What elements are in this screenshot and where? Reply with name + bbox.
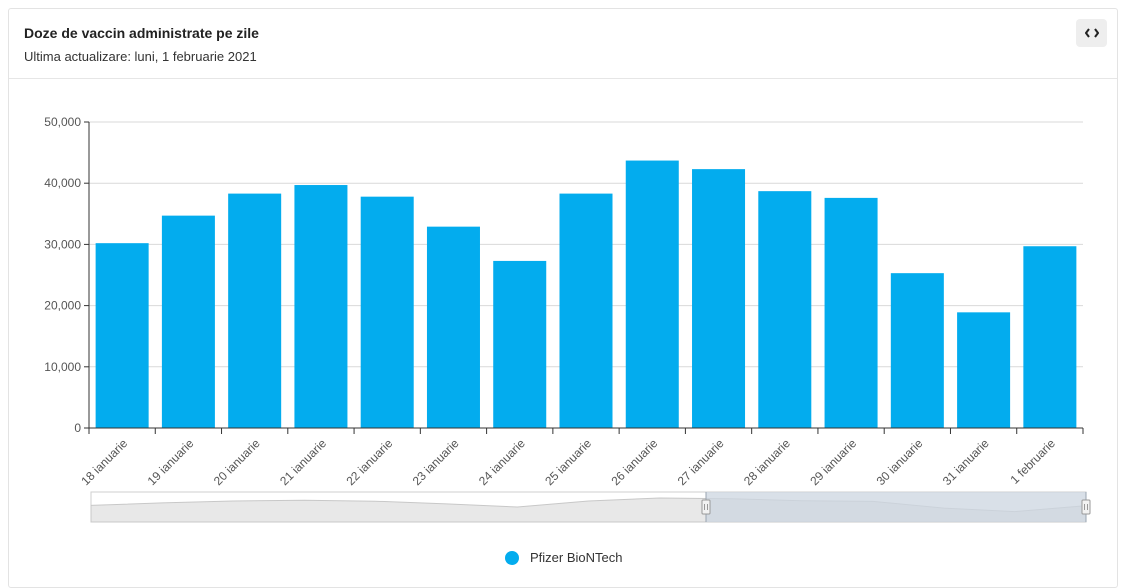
bar[interactable] — [228, 193, 282, 428]
bar[interactable] — [559, 193, 613, 428]
x-tick-label: 23 ianuarie — [410, 436, 462, 488]
legend-label: Pfizer BioNTech — [530, 550, 623, 565]
chart-title: Doze de vaccin administrate pe zile — [24, 25, 259, 41]
embed-code-button[interactable] — [1076, 19, 1107, 47]
bar[interactable] — [493, 260, 547, 428]
bar[interactable] — [161, 215, 215, 428]
bar-chart: 0 10,000 20,000 30,000 40,000 50,000 18 ianuar… — [44, 115, 1091, 523]
x-tick-label: 29 ianuarie — [807, 436, 859, 488]
legend-marker — [505, 550, 519, 565]
x-tick-label: 22 ianuarie — [343, 436, 395, 488]
bar[interactable] — [426, 226, 480, 428]
bar[interactable] — [957, 312, 1011, 428]
bar[interactable] — [95, 243, 149, 428]
y-tick-label: 10,000 — [44, 360, 81, 374]
x-tick-label: 1 februarie — [1008, 436, 1059, 487]
y-tick-label: 20,000 — [44, 299, 81, 313]
bar[interactable] — [824, 197, 878, 428]
x-tick-label: 18 ianuarie — [78, 436, 130, 488]
bar[interactable] — [360, 196, 414, 428]
x-tick-label: 28 ianuarie — [741, 436, 793, 488]
y-tick-label: 0 — [74, 421, 81, 435]
navigator-handle-right[interactable] — [1081, 499, 1091, 515]
bar[interactable] — [890, 273, 944, 428]
x-tick-label: 19 ianuarie — [145, 436, 197, 488]
x-tick-label: 20 ianuarie — [211, 436, 263, 488]
bar[interactable] — [692, 169, 746, 428]
navigator-handle-left[interactable] — [701, 499, 711, 515]
bar[interactable] — [758, 191, 812, 428]
x-tick-label: 31 ianuarie — [940, 436, 992, 488]
x-tick-label: 21 ianuarie — [277, 436, 329, 488]
bar[interactable] — [294, 185, 348, 428]
bar[interactable] — [1023, 246, 1077, 428]
last-updated-text: Ultima actualizare: luni, 1 februarie 20… — [24, 49, 257, 64]
code-icon — [1084, 28, 1099, 38]
navigator-selection-mask[interactable] — [706, 492, 1086, 522]
card-header: Doze de vaccin administrate pe zile Ulti… — [9, 9, 1117, 79]
y-tick-label: 40,000 — [44, 176, 81, 190]
y-tick-label: 30,000 — [44, 237, 81, 251]
bar[interactable] — [625, 160, 679, 428]
x-tick-label: 24 ianuarie — [476, 436, 528, 488]
chart-legend[interactable]: Pfizer BioNTech — [505, 550, 622, 565]
y-tick-label: 50,000 — [44, 115, 81, 129]
x-tick-label: 26 ianuarie — [608, 436, 660, 488]
x-tick-label: 25 ianuarie — [542, 436, 594, 488]
x-tick-label: 27 ianuarie — [675, 436, 727, 488]
x-tick-label: 30 ianuarie — [874, 436, 926, 488]
